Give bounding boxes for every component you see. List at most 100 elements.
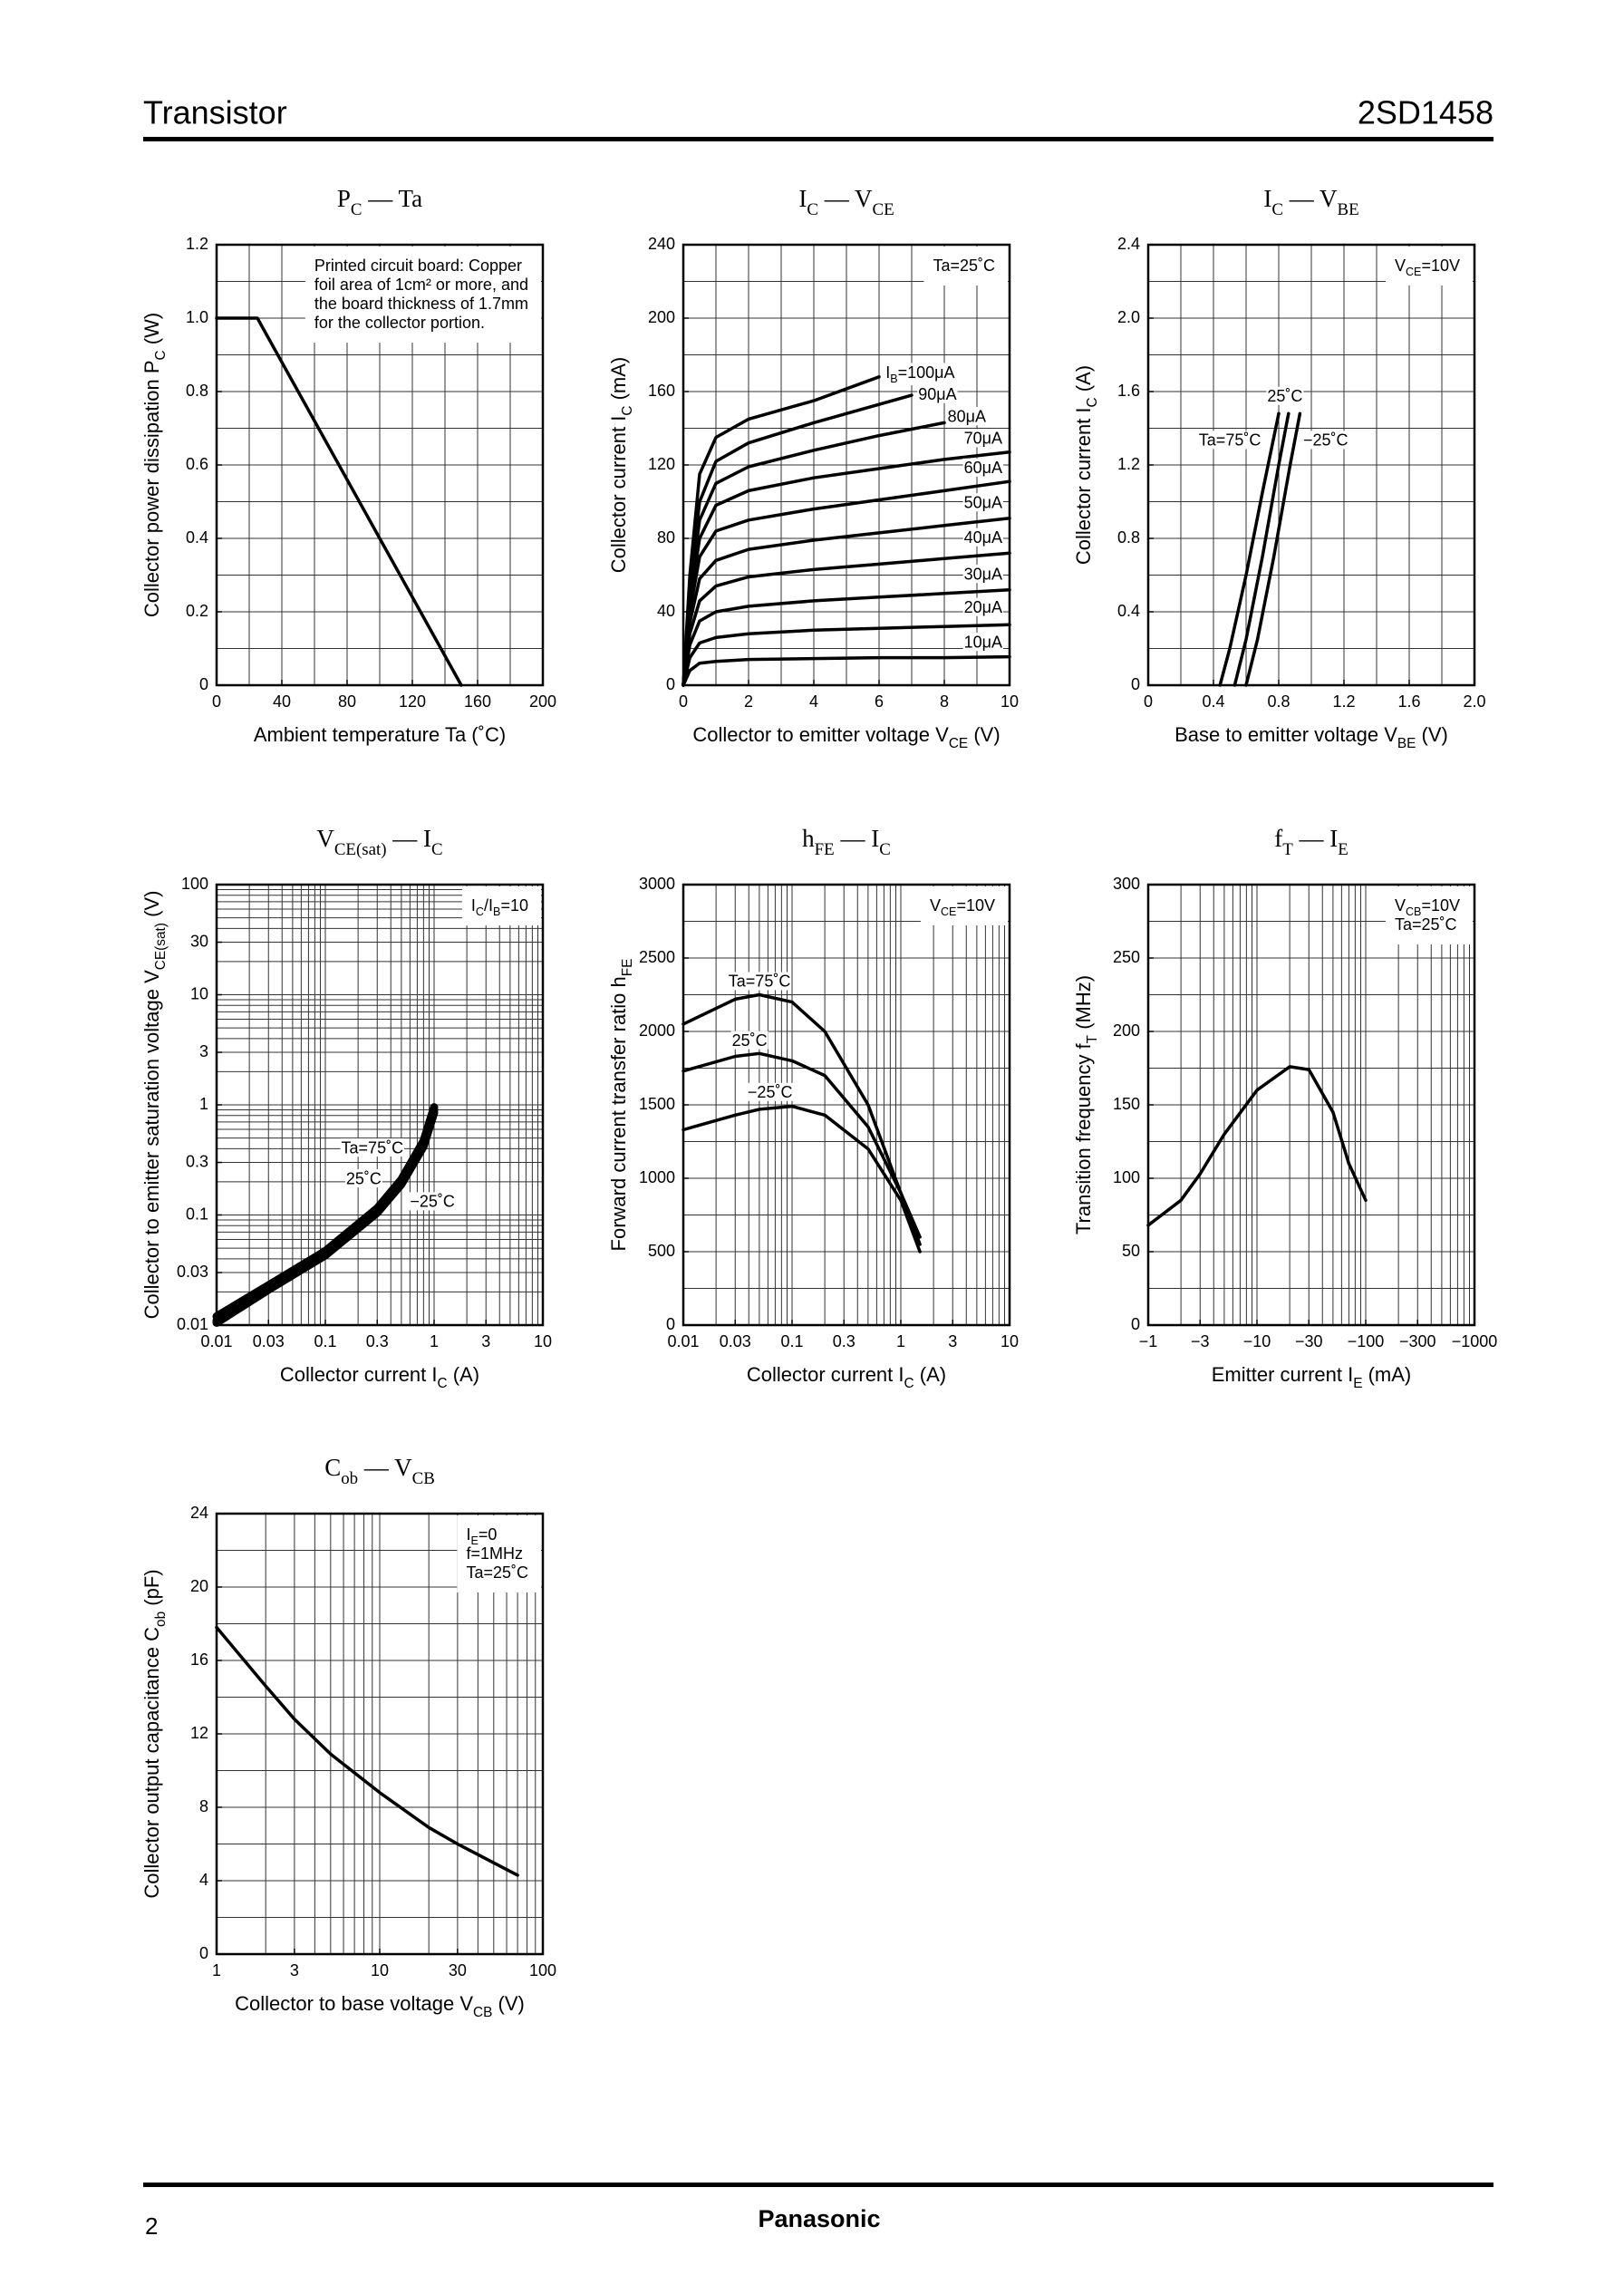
series-line: [682, 654, 1011, 687]
curve-label: 30μA: [964, 565, 1002, 583]
text-part: Collector output capacitance C: [140, 1627, 163, 1899]
text-part: (V): [1416, 723, 1447, 746]
x-axis-label: Collector current IC (A): [280, 1363, 479, 1391]
text-part: Base to emitter voltage V: [1174, 723, 1397, 746]
curve-label: Ta=75˚C: [729, 972, 791, 990]
x-axis-label: Emitter current IE (mA): [1212, 1363, 1412, 1391]
curve-label-background: [962, 597, 1004, 616]
text-part: V: [316, 825, 334, 852]
note-line: IC/IB=10: [471, 896, 528, 919]
x-tick-label: 160: [464, 692, 491, 711]
series-line: [215, 316, 463, 687]
subscript: BE: [1397, 736, 1416, 751]
x-tick-label: 3: [948, 1332, 957, 1350]
x-tick-label: 0: [679, 692, 688, 711]
subscript: FE: [815, 840, 835, 859]
text-part: f=1MHz: [466, 1544, 523, 1563]
subscript: C: [807, 200, 818, 219]
curve-label-background: [962, 458, 1004, 477]
curve-label: Ta=75˚C: [1199, 431, 1262, 449]
subscript: CE: [941, 905, 957, 918]
y-tick-label: 4: [199, 1871, 208, 1889]
series-line: [682, 450, 1011, 687]
y-tick-label: 0.03: [177, 1263, 208, 1281]
text-part: — I: [1293, 825, 1339, 852]
text-part: (A): [1072, 365, 1095, 397]
curve-label-background: [962, 429, 1004, 448]
x-tick-label: 0.8: [1267, 692, 1290, 711]
note-background: [1385, 886, 1473, 944]
text-part: Collector to emitter saturation voltage …: [140, 970, 163, 1320]
note: VCE=10V: [1385, 247, 1473, 286]
text-part: for the collector portion.: [314, 314, 485, 332]
chart-title: hFE — IC: [802, 825, 891, 859]
y-tick-label: 0.8: [186, 382, 208, 400]
text-part: (mA): [607, 357, 630, 406]
curve-label: 70μA: [964, 429, 1002, 447]
y-tick-label: 0.4: [186, 528, 208, 547]
y-axis-label: Collector current IC (mA): [607, 357, 635, 574]
x-tick-label: 0.01: [667, 1332, 699, 1350]
curve-label: −25˚C: [1303, 431, 1348, 449]
chart: 0 0.4 0.8 1.2 1.6 2.0 0 0.4 0.8 1.2 1.6 2.0 2.4 VCE=1…: [1072, 185, 1486, 750]
x-tick-label: −1000: [1452, 1332, 1498, 1350]
note-line: Ta=25˚C: [466, 1563, 528, 1582]
series-line: [1218, 411, 1281, 687]
subscript: E: [1338, 840, 1348, 859]
y-axis-label: Collector output capacitance Cob (pF): [140, 1569, 169, 1898]
curve-label-background: [344, 1169, 382, 1188]
text-part: 60μA: [964, 459, 1002, 477]
y-tick-label: 1.6: [1117, 382, 1140, 400]
x-tick-label: 0.3: [833, 1332, 856, 1350]
text-part: V: [1395, 896, 1406, 915]
note-background: [457, 1515, 541, 1592]
note: VCE=10V: [920, 886, 1008, 925]
subscript: ob: [341, 1469, 358, 1488]
text-part: (W): [140, 313, 163, 351]
curve-label-background: [962, 528, 1004, 547]
y-tick-label: 0: [1131, 675, 1140, 693]
subscript: CE: [872, 200, 894, 219]
text-part: Collector current I: [1072, 407, 1095, 565]
curve-label-background: [409, 1192, 456, 1211]
text-part: f: [1274, 825, 1282, 852]
y-tick-label: 0.3: [186, 1152, 208, 1170]
subscript: T: [1282, 840, 1293, 859]
text-part: −25˚C: [410, 1192, 455, 1210]
footer-rule: [143, 2183, 1494, 2187]
subscript: C: [351, 200, 362, 219]
x-tick-label: 6: [875, 692, 884, 711]
y-tick-label: 0: [1131, 1315, 1140, 1333]
text-part: Emitter current I: [1212, 1363, 1353, 1386]
curve-label: 10μA: [964, 633, 1002, 651]
chart: 0 40 80 120 160 200 0 0.2 0.4 0.6 0.8 1.0 1.2 Printed…: [140, 185, 556, 746]
y-tick-label: 0: [666, 1315, 675, 1333]
y-tick-label: 300: [1113, 875, 1140, 893]
y-tick-label: 2.4: [1117, 235, 1140, 253]
x-tick-label: 80: [338, 692, 356, 711]
x-tick-label: 0.4: [1202, 692, 1224, 711]
x-axis-label: Ambient temperature Ta (˚C): [254, 723, 506, 746]
y-tick-label: 24: [190, 1504, 208, 1522]
x-tick-label: 0.1: [780, 1332, 803, 1350]
text-part: (V): [140, 891, 163, 923]
y-axis-label: Transition frequency fT (MHz): [1072, 975, 1100, 1234]
x-tick-label: 0.1: [314, 1332, 336, 1350]
text-part: 70μA: [964, 429, 1002, 447]
text-part: (MHz): [1072, 975, 1095, 1035]
subscript: CB: [473, 2005, 492, 2020]
text-part: Ambient temperature Ta (˚C): [254, 723, 506, 746]
text-part: 50μA: [964, 493, 1002, 511]
y-tick-label: 30: [190, 932, 208, 950]
curve-label: 25˚C: [1267, 387, 1302, 405]
curve-label-background: [962, 565, 1004, 584]
y-tick-label: 16: [190, 1650, 208, 1669]
text-part: — V: [358, 1454, 412, 1481]
text-part: the board thickness of 1.7mm: [314, 295, 528, 313]
series-line: [682, 1051, 922, 1239]
y-tick-label: 2.0: [1117, 308, 1140, 326]
chart-title: IC — VBE: [1263, 185, 1358, 219]
curve-label-background: [962, 633, 1004, 652]
